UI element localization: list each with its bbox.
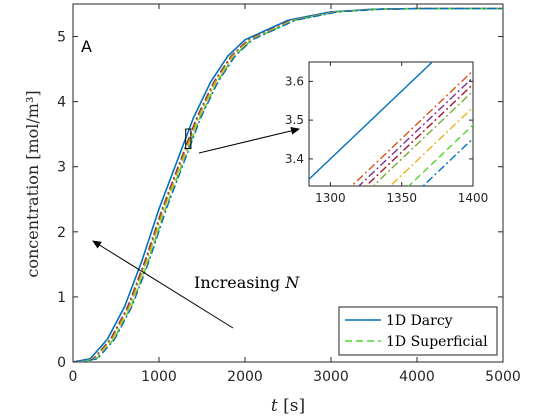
x-axis-label-unit: [s] bbox=[278, 396, 305, 416]
panel-label: A bbox=[81, 37, 92, 56]
x-tick-label: 4000 bbox=[399, 369, 435, 385]
x-tick-label: 0 bbox=[69, 369, 78, 385]
legend-label-darcy: 1D Darcy bbox=[386, 313, 453, 329]
inset-series-line-0 bbox=[309, 62, 434, 181]
x-tick-label: 3000 bbox=[313, 369, 349, 385]
zoom-arrow bbox=[198, 126, 300, 154]
annotation-text: Increasing bbox=[194, 273, 280, 292]
inset-y-tick-label: 3.4 bbox=[285, 152, 304, 166]
inset-plot-area bbox=[308, 61, 474, 187]
x-tick-label: 1000 bbox=[141, 369, 177, 385]
inset-series-line-3 bbox=[357, 76, 473, 186]
inset-y-tick-label: 3.6 bbox=[285, 74, 304, 88]
inset-y-tick-label: 3.5 bbox=[285, 113, 304, 127]
inset-x-tick-label: 1350 bbox=[386, 191, 417, 205]
inset-series-line-6 bbox=[389, 106, 473, 186]
inset-series-line-7 bbox=[422, 137, 473, 186]
y-tick-label: 2 bbox=[57, 225, 66, 241]
increasing-n-annotation: Increasing N bbox=[194, 273, 300, 292]
inset-series-line-5 bbox=[372, 90, 473, 186]
inset-x-tick-label: 1400 bbox=[458, 191, 489, 205]
y-axis-label: concentration [mol/m³] bbox=[23, 90, 42, 277]
x-axis-label: t [s] bbox=[271, 396, 305, 416]
y-tick-label: 3 bbox=[57, 160, 66, 176]
legend: 1D Darcy 1D Superficial bbox=[338, 306, 498, 356]
inset-series-line-2 bbox=[350, 69, 473, 186]
y-tick-label: 4 bbox=[57, 95, 66, 111]
inset-x-tick-label: 1300 bbox=[315, 191, 346, 205]
zoom-box bbox=[185, 128, 192, 149]
legend-box bbox=[338, 306, 498, 356]
inset-series-line-4 bbox=[365, 83, 473, 186]
main-axis-ticks: 0 1000 2000 3000 4000 5000 0 1 2 3 4 5 bbox=[57, 4, 521, 385]
y-tick-label: 1 bbox=[57, 290, 66, 306]
x-axis-label-var: t bbox=[271, 396, 278, 416]
annotation-var: N bbox=[284, 273, 300, 292]
y-tick-label: 5 bbox=[57, 30, 66, 46]
inset-axis-ticks: 1300 1350 1400 3.4 3.5 3.6 bbox=[285, 62, 488, 205]
y-tick-label: 0 bbox=[57, 355, 66, 371]
x-tick-label: 5000 bbox=[485, 369, 521, 385]
inset-series-group bbox=[309, 62, 473, 186]
x-tick-label: 2000 bbox=[227, 369, 263, 385]
increasing-n-arrow bbox=[92, 240, 234, 329]
legend-label-superficial: 1D Superficial bbox=[386, 334, 488, 350]
